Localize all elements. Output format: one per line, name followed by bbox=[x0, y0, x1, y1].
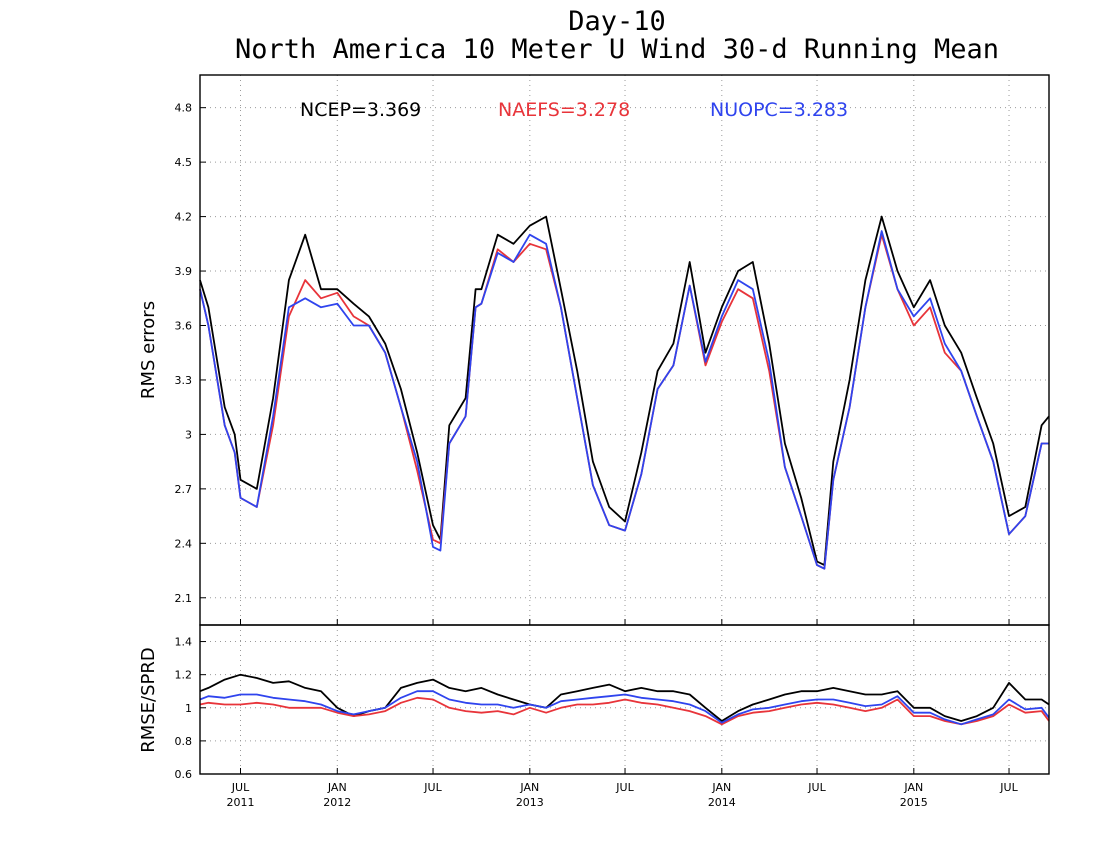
top-series-nuopc bbox=[199, 230, 1049, 570]
ncep-stat-label: NCEP=3.369 bbox=[300, 99, 421, 121]
chart-title: Day-10 bbox=[568, 6, 666, 37]
x-tick-year-label: 2015 bbox=[900, 796, 928, 809]
nuopc-stat-label: NUOPC=3.283 bbox=[710, 99, 848, 121]
bottom-y-tick-label: 1.2 bbox=[175, 669, 193, 682]
bottom-series-naefs bbox=[199, 696, 1050, 726]
bottom-series-ncep bbox=[199, 673, 1050, 722]
x-tick-month-label: JUL bbox=[807, 781, 826, 794]
x-tick-month-label: JAN bbox=[711, 781, 731, 794]
rms-errors-panel: 2.1 2.4 2.7 3 3.3 3.6 3.9 4.2 4.5 4.8 bbox=[175, 74, 1050, 626]
x-tick-month-label: JAN bbox=[327, 781, 347, 794]
x-tick-month-label: JAN bbox=[903, 781, 923, 794]
top-y-tick-label: 2.7 bbox=[175, 483, 193, 496]
x-tick-year-label: 2012 bbox=[323, 796, 351, 809]
bottom-y-tick-label: 1 bbox=[185, 702, 192, 715]
top-y-tick-label: 4.5 bbox=[175, 156, 193, 169]
top-y-tick-label: 2.4 bbox=[175, 537, 193, 550]
bottom-series-nuopc bbox=[199, 690, 1050, 726]
bottom-y-tick-label: 0.6 bbox=[175, 768, 193, 781]
top-y-axis-label: RMS errors bbox=[138, 301, 159, 399]
top-y-tick-label: 3.9 bbox=[175, 265, 193, 278]
naefs-stat-label: NAEFS=3.278 bbox=[498, 99, 630, 121]
top-series-naefs bbox=[199, 233, 1049, 570]
top-y-tick-label: 3.3 bbox=[175, 374, 193, 387]
chart-subtitle: North America 10 Meter U Wind 30-d Runni… bbox=[235, 34, 999, 65]
top-y-tick-label: 3 bbox=[185, 428, 192, 441]
bottom-y-tick-label: 0.8 bbox=[175, 735, 193, 748]
x-tick-year-label: 2013 bbox=[516, 796, 544, 809]
x-tick-month-label: JUL bbox=[423, 781, 442, 794]
top-y-tick-label: 3.6 bbox=[175, 319, 193, 332]
x-tick-year-label: 2014 bbox=[708, 796, 736, 809]
top-y-tick-label: 4.8 bbox=[175, 102, 193, 115]
x-tick-year-label: 2011 bbox=[227, 796, 255, 809]
top-series-ncep bbox=[199, 215, 1050, 566]
top-y-tick-label: 2.1 bbox=[175, 592, 193, 605]
bottom-y-axis-label: RMSE/SPRD bbox=[138, 647, 159, 753]
top-frame bbox=[199, 74, 1050, 626]
x-tick-month-label: JUL bbox=[999, 781, 1018, 794]
rmse-sprd-panel: 0.6 0.8 1 1.2 1.4 JUL 2011 JAN 2012 JUL JAN 2013 JUL… bbox=[175, 624, 1050, 809]
x-tick-month-label: JAN bbox=[519, 781, 539, 794]
x-tick-month-label: JUL bbox=[231, 781, 250, 794]
bottom-frame bbox=[199, 624, 1050, 775]
bottom-y-tick-label: 1.4 bbox=[175, 636, 193, 649]
top-y-tick-label: 4.2 bbox=[175, 211, 193, 224]
x-tick-month-label: JUL bbox=[615, 781, 634, 794]
